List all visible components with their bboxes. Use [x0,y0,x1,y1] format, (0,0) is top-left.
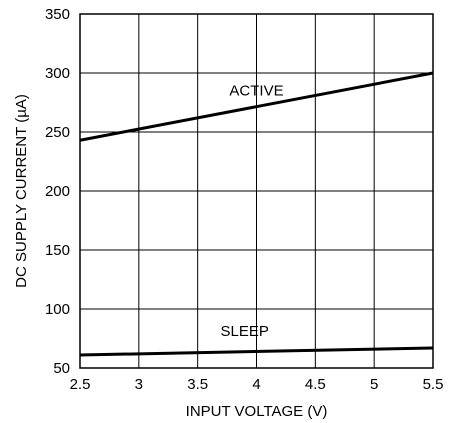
y-tick-label: 100 [45,301,70,318]
x-tick-label: 3 [135,376,143,393]
y-tick-label: 350 [45,6,70,23]
series-annotations: ACTIVE SLEEP [221,82,284,340]
y-tick-label: 250 [45,124,70,141]
x-tick-label: 4 [252,376,260,393]
annotation-sleep: SLEEP [221,323,269,340]
series-line-sleep [79,346,434,357]
y-axis-label: DC SUPPLY CURRENT (µA) [13,94,30,288]
y-tick-label: 50 [53,360,70,377]
x-tick-labels: 2.5 3 3.5 4 4.5 5 5.5 [70,376,444,393]
series-lines [79,71,434,357]
x-tick-label: 4.5 [305,376,326,393]
x-axis-label: INPUT VOLTAGE (V) [186,403,328,420]
y-tick-labels: 50 100 150 200 250 300 350 [45,6,70,377]
x-tick-label: 5.5 [423,376,444,393]
x-tick-label: 5 [370,376,378,393]
plot-frame [79,13,434,369]
x-tick-label: 3.5 [187,376,208,393]
y-tick-label: 300 [45,65,70,82]
y-tick-label: 200 [45,183,70,200]
grid [80,14,433,368]
annotation-active: ACTIVE [229,82,283,99]
series-line-active [79,71,434,142]
y-tick-label: 150 [45,242,70,259]
x-tick-label: 2.5 [70,376,91,393]
